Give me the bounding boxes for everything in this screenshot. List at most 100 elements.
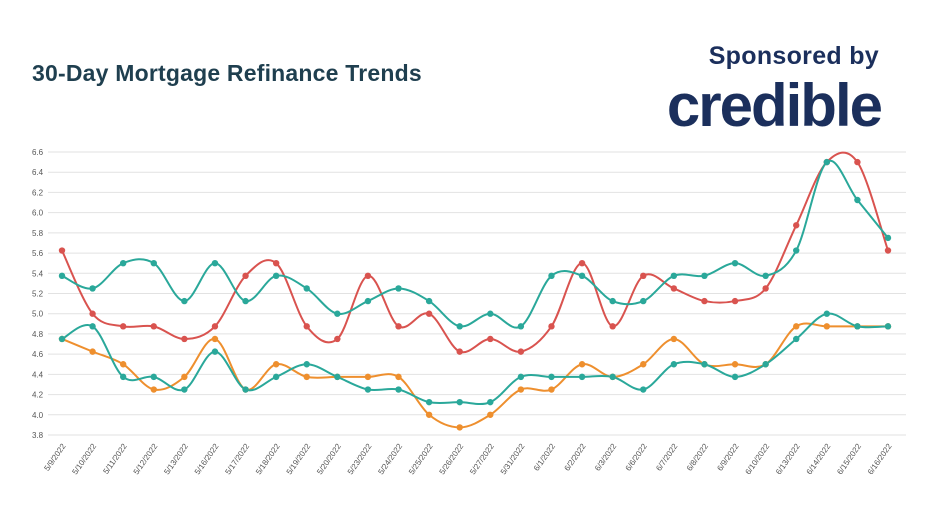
series-line	[61, 151, 889, 354]
x-tick-label: 6/10/2022	[743, 442, 771, 477]
x-tick-label: 5/9/2022	[42, 442, 68, 473]
data-point	[640, 386, 647, 393]
data-point	[823, 310, 831, 317]
data-point	[640, 361, 647, 368]
x-tick-label: 6/13/2022	[774, 442, 802, 477]
data-point	[578, 259, 586, 267]
series-line	[61, 322, 888, 429]
data-point	[395, 323, 402, 330]
x-tick-label: 5/12/2022	[132, 442, 160, 477]
x-tick-label: 5/19/2022	[285, 442, 313, 477]
data-point	[701, 297, 708, 305]
data-point	[548, 386, 555, 393]
data-point	[303, 373, 310, 381]
data-point	[884, 234, 892, 242]
data-point	[854, 323, 861, 330]
y-tick-label: 4.0	[32, 411, 44, 420]
data-point	[334, 335, 341, 343]
data-point	[823, 158, 831, 166]
x-tick-label: 5/16/2022	[193, 442, 221, 477]
data-point	[242, 386, 249, 393]
data-point	[517, 323, 525, 330]
data-point	[487, 411, 494, 418]
data-point	[762, 272, 769, 280]
chart-title: 30-Day Mortgage Refinance Trends	[32, 60, 422, 86]
data-point	[487, 335, 494, 343]
y-tick-label: 6.2	[32, 188, 44, 197]
data-point	[119, 361, 127, 368]
data-point	[242, 297, 249, 305]
data-point	[456, 398, 463, 406]
data-point	[670, 361, 678, 368]
data-point	[150, 373, 157, 381]
data-point	[89, 285, 96, 292]
data-point	[334, 310, 341, 317]
data-point	[150, 259, 157, 267]
data-point	[456, 424, 463, 431]
data-point	[303, 361, 310, 368]
data-point	[364, 272, 372, 280]
data-point	[242, 272, 249, 280]
data-point	[793, 222, 800, 229]
x-tick-label: 5/10/2022	[70, 442, 98, 477]
data-point	[884, 247, 892, 254]
x-tick-label: 6/9/2022	[715, 442, 741, 473]
data-point	[425, 310, 433, 317]
data-point	[58, 247, 66, 254]
data-point	[334, 373, 341, 381]
data-point	[395, 285, 402, 292]
data-point	[211, 323, 219, 330]
data-point	[119, 373, 127, 381]
y-tick-label: 6.6	[32, 148, 44, 157]
x-tick-label: 6/3/2022	[593, 442, 619, 473]
x-tick-label: 6/1/2022	[532, 442, 558, 473]
data-point	[425, 411, 433, 418]
data-point	[548, 272, 555, 280]
y-tick-label: 4.6	[32, 350, 44, 359]
data-point	[272, 373, 280, 381]
data-point	[487, 398, 494, 406]
data-point	[578, 361, 586, 368]
data-point	[640, 297, 647, 305]
x-tick-label: 5/13/2022	[162, 442, 190, 477]
y-tick-label: 4.4	[32, 370, 44, 379]
x-tick-label: 6/6/2022	[624, 442, 650, 473]
data-point	[578, 272, 586, 280]
data-point	[578, 373, 586, 381]
data-point	[854, 158, 861, 166]
x-tick-label: 5/31/2022	[499, 442, 527, 477]
data-point	[609, 323, 616, 330]
data-point	[640, 272, 647, 280]
data-point	[609, 297, 616, 305]
x-tick-label: 6/7/2022	[654, 442, 680, 473]
x-tick-label: 5/17/2022	[223, 442, 251, 477]
x-tick-label: 5/27/2022	[468, 442, 496, 477]
data-point	[364, 373, 372, 381]
data-point	[272, 259, 280, 267]
x-tick-label: 5/24/2022	[376, 442, 404, 477]
y-tick-label: 5.8	[32, 229, 44, 238]
y-tick-label: 5.2	[32, 290, 44, 299]
data-point	[150, 386, 157, 393]
data-point	[303, 285, 310, 292]
data-point	[731, 361, 739, 368]
x-tick-label: 6/16/2022	[866, 442, 894, 477]
data-point	[150, 323, 157, 330]
data-point	[119, 259, 127, 267]
x-tick-label: 5/18/2022	[254, 442, 282, 477]
data-point	[609, 373, 616, 381]
data-point	[731, 259, 739, 267]
data-point	[211, 259, 219, 267]
data-point	[762, 361, 769, 368]
data-point	[364, 297, 372, 305]
data-point	[762, 285, 769, 292]
data-point	[517, 386, 525, 393]
data-point	[793, 247, 800, 254]
y-tick-label: 4.8	[32, 330, 44, 339]
data-point	[272, 272, 280, 280]
data-point	[884, 323, 892, 330]
data-point	[58, 335, 66, 343]
data-point	[854, 196, 861, 204]
data-point	[181, 386, 188, 393]
